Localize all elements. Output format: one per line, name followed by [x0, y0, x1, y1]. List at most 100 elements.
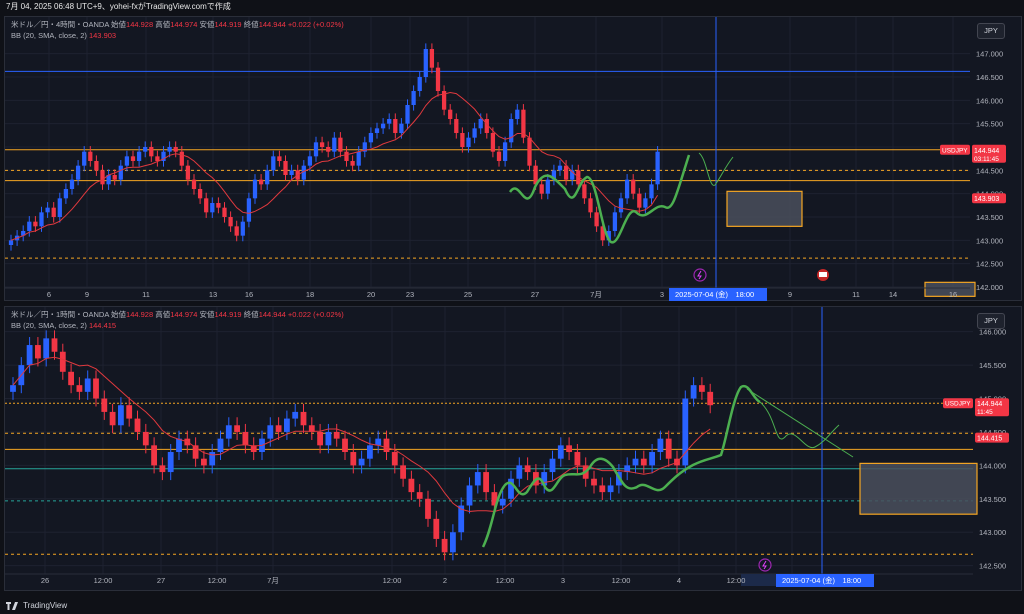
symbol-tag	[943, 398, 973, 409]
symbol-tag-label: USDJPY	[942, 147, 968, 154]
candle	[192, 445, 199, 459]
candle	[655, 151, 660, 185]
legend-ohlc-row: 米ドル／円・1時間・OANDA 始値144.928 高値144.974 安値14…	[11, 309, 344, 320]
candle	[416, 492, 423, 499]
symbol-tag	[940, 144, 970, 155]
candle	[624, 465, 631, 473]
candle	[246, 198, 252, 222]
candle	[400, 465, 407, 479]
candle	[126, 405, 133, 419]
chart-pane-4h[interactable]: 147.000146.500146.000145.500145.000144.5…	[4, 16, 1022, 301]
time-tick-label: 23	[406, 290, 414, 299]
candle	[350, 452, 357, 466]
candle	[234, 226, 239, 236]
candle	[606, 231, 611, 241]
candle	[399, 123, 404, 133]
candle	[124, 156, 130, 166]
candle	[624, 179, 630, 199]
candle	[167, 147, 172, 152]
candle	[496, 151, 502, 161]
candle	[591, 478, 597, 486]
candle	[142, 431, 149, 446]
candle	[167, 452, 174, 473]
candle	[368, 133, 374, 143]
candle	[374, 128, 380, 133]
currency-button[interactable]: JPY	[977, 23, 1005, 39]
chart-pane-1h[interactable]: 146.000145.500145.000144.500144.000143.5…	[4, 306, 1022, 591]
candle	[698, 385, 705, 392]
zone-box	[924, 281, 976, 297]
ohlc-open-key: 始値	[111, 20, 127, 29]
price-tick-label: 144.000	[979, 461, 1006, 470]
price-tick-label: 145.500	[979, 361, 1006, 370]
chart-canvas-1h[interactable]: 146.000145.500145.000144.500144.000143.5…	[5, 307, 1023, 592]
time-tick-label: 27	[157, 576, 165, 585]
candle	[161, 151, 166, 161]
symbol-tag-label: USDJPY	[945, 401, 971, 408]
candle	[155, 156, 160, 161]
candle	[366, 445, 373, 459]
candle	[539, 184, 544, 194]
candle	[84, 378, 91, 392]
candle	[21, 231, 26, 236]
candle	[234, 425, 241, 432]
candle	[649, 184, 654, 199]
last-price-value: 144.944	[974, 148, 999, 155]
ohlc-close-key: 終値	[243, 20, 259, 29]
candle	[149, 147, 154, 157]
candle	[277, 156, 282, 161]
time-tick-label: 12:00	[383, 576, 402, 585]
time-tick-label: 9	[788, 290, 792, 299]
candle	[200, 458, 207, 466]
candle	[118, 165, 123, 180]
chart-header: 7月 04, 2025 06:48 UTC+9、yohei-fxがTrading…	[0, 0, 1024, 14]
bb-price-tag	[972, 193, 1006, 204]
candle	[313, 142, 319, 157]
footer-brand[interactable]: TradingView	[6, 601, 67, 610]
candle	[130, 156, 136, 161]
candle	[612, 212, 618, 231]
candle	[59, 351, 66, 372]
candle	[429, 49, 435, 68]
candle	[136, 151, 142, 161]
lightning-event-icon	[693, 268, 707, 282]
candle	[393, 119, 398, 133]
bb-price-value: 144.415	[977, 436, 1002, 443]
candle	[325, 431, 332, 446]
candle	[216, 203, 221, 208]
candle	[665, 438, 672, 459]
candle	[515, 109, 520, 119]
header-title: 7月 04, 2025 06:48 UTC+9、yohei-fxがTrading…	[6, 2, 231, 11]
candle	[242, 431, 249, 446]
bb-basis-line	[10, 92, 659, 241]
candle	[240, 221, 245, 236]
ohlc-open-key: 始値	[111, 310, 127, 319]
candle	[594, 212, 599, 227]
candle	[101, 398, 108, 412]
candle	[545, 179, 550, 194]
candle	[93, 378, 99, 399]
price-tick-label: 144.500	[976, 166, 1003, 175]
candle	[82, 151, 87, 166]
candle	[271, 156, 276, 171]
candle	[173, 147, 178, 152]
candle	[210, 203, 215, 213]
candle	[204, 198, 209, 213]
time-tick-label: 26	[41, 576, 49, 585]
candle	[267, 425, 274, 439]
price-tick-label: 143.500	[976, 213, 1003, 222]
candle	[27, 221, 32, 231]
candle	[435, 67, 441, 91]
currency-button[interactable]: JPY	[977, 313, 1005, 329]
bb-price-value: 143.903	[974, 196, 999, 203]
chart-canvas-4h[interactable]: 147.000146.500146.000145.500145.000144.5…	[5, 17, 1023, 302]
candle	[383, 438, 390, 453]
candle	[308, 425, 315, 432]
candle	[159, 465, 166, 473]
time-tick-label: 27	[531, 290, 539, 299]
candle	[441, 538, 448, 553]
candle	[68, 371, 75, 386]
time-tick-label: 25	[464, 290, 472, 299]
time-tick-label: 20	[367, 290, 375, 299]
candle	[433, 518, 440, 539]
